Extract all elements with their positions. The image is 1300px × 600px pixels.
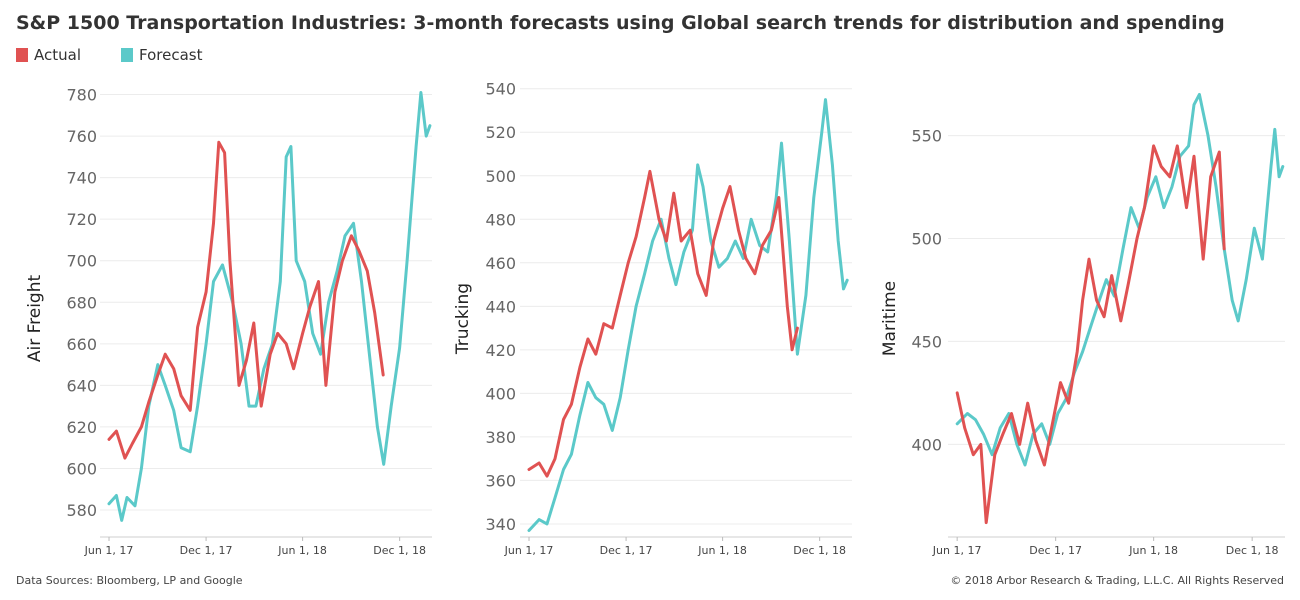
panel-air-freight: 580 600 620 640 660 680 700 720 740 760 780 Jun 1, … [25, 86, 432, 557]
y-tick-label: 640 [66, 376, 97, 395]
x-tick-label: Dec 1, 17 [1029, 544, 1082, 557]
y-tick-label: 500 [485, 167, 516, 186]
legend-item-actual[interactable]: Actual [16, 46, 81, 64]
copyright: © 2018 Arbor Research & Trading, L.L.C. … [950, 574, 1284, 587]
y-tick-label: 550 [911, 127, 942, 146]
y-tick-label: 620 [66, 418, 97, 437]
legend-swatch-forecast [121, 48, 133, 62]
y-tick-label: 520 [485, 123, 516, 142]
legend-label-forecast: Forecast [139, 46, 203, 64]
x-tick-label: Dec 1, 17 [180, 544, 233, 557]
y-tick-label: 660 [66, 335, 97, 354]
series-line-actual[interactable] [955, 144, 1226, 525]
y-tick-label: 760 [66, 127, 97, 146]
series-line-actual[interactable] [527, 169, 799, 478]
y-tick-label: 450 [911, 332, 942, 351]
y-axis-label: Air Freight [25, 275, 45, 363]
y-tick-label: 440 [485, 297, 516, 316]
y-tick-label: 780 [66, 86, 97, 105]
y-tick-label: 480 [485, 210, 516, 229]
x-tick-label: Dec 1, 18 [1226, 544, 1279, 557]
y-tick-label: 500 [911, 230, 942, 249]
legend-swatch-actual [16, 48, 28, 62]
x-tick-label: Jun 1, 17 [932, 544, 982, 557]
y-tick-label: 720 [66, 210, 97, 229]
y-tick-label: 400 [911, 435, 942, 454]
y-tick-label: 700 [66, 252, 97, 271]
y-tick-label: 600 [66, 459, 97, 478]
y-tick-label: 420 [485, 341, 516, 360]
legend-item-forecast[interactable]: Forecast [121, 46, 202, 64]
x-tick-label: Dec 1, 18 [793, 544, 846, 557]
y-tick-label: 460 [485, 254, 516, 273]
y-tick-label: 360 [485, 471, 516, 490]
x-tick-label: Jun 1, 18 [1128, 544, 1178, 557]
chart-title: S&P 1500 Transportation Industries: 3-mo… [16, 12, 1225, 34]
series-line-forecast[interactable] [955, 92, 1285, 467]
x-tick-label: Jun 1, 17 [84, 544, 134, 557]
y-axis-label: Maritime [880, 281, 900, 356]
y-tick-label: 680 [66, 293, 97, 312]
series-line-forecast[interactable] [107, 91, 432, 522]
x-tick-label: Jun 1, 18 [277, 544, 327, 557]
y-tick-label: 540 [485, 80, 516, 99]
x-tick-label: Dec 1, 17 [600, 544, 653, 557]
series-line-actual[interactable] [107, 140, 385, 460]
legend-label-actual: Actual [34, 46, 81, 64]
y-tick-label: 380 [485, 428, 516, 447]
panel-maritime: 400 450 500 550 Jun 1, 17 Dec 1, 17 Jun 1, 18 D… [880, 92, 1285, 557]
legend: Actual Forecast [16, 46, 202, 64]
x-tick-label: Jun 1, 18 [697, 544, 747, 557]
y-tick-label: 400 [485, 384, 516, 403]
y-tick-label: 580 [66, 501, 97, 520]
x-tick-label: Dec 1, 18 [373, 544, 426, 557]
x-tick-label: Jun 1, 17 [504, 544, 554, 557]
y-tick-label: 740 [66, 169, 97, 188]
y-tick-label: 340 [485, 515, 516, 534]
series-line-forecast[interactable] [527, 98, 849, 532]
y-axis-label: Trucking [453, 283, 473, 355]
data-sources: Data Sources: Bloomberg, LP and Google [16, 574, 243, 587]
panel-trucking: 340 360 380 400 420 440 460 480 500 520 540 Jun 1, … [453, 80, 852, 557]
